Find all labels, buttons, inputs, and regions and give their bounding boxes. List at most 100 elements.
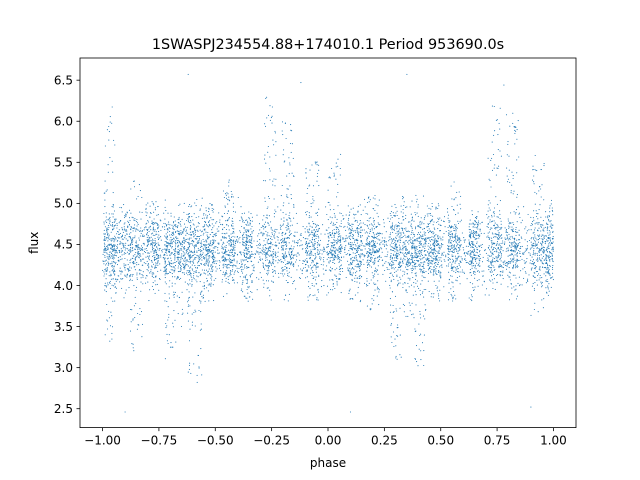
- data-point: [132, 318, 134, 320]
- data-point: [346, 237, 348, 239]
- data-point: [229, 261, 231, 263]
- data-point: [383, 226, 385, 228]
- data-point: [284, 265, 286, 268]
- data-point: [390, 225, 392, 227]
- data-point: [516, 239, 518, 241]
- data-point: [106, 252, 108, 254]
- data-point: [331, 217, 333, 219]
- data-point: [155, 264, 157, 266]
- data-point: [172, 326, 174, 328]
- data-point: [386, 245, 388, 247]
- data-point: [213, 258, 215, 261]
- data-point: [533, 247, 535, 249]
- data-point: [405, 236, 407, 238]
- data-point: [105, 259, 107, 261]
- data-point: [347, 205, 349, 207]
- data-point: [300, 233, 302, 235]
- data-point: [224, 258, 226, 261]
- data-point: [263, 248, 265, 250]
- data-point: [502, 242, 504, 244]
- data-point: [435, 270, 437, 272]
- data-point: [170, 245, 172, 247]
- data-point: [270, 250, 272, 252]
- data-point: [158, 234, 160, 236]
- data-point: [352, 223, 354, 225]
- data-point: [228, 229, 230, 231]
- data-point: [211, 204, 213, 206]
- data-point: [103, 249, 105, 251]
- data-point: [129, 262, 131, 264]
- data-point: [125, 233, 128, 235]
- data-point: [116, 224, 118, 226]
- data-point: [496, 242, 498, 244]
- data-point: [108, 139, 110, 141]
- data-point: [210, 264, 212, 266]
- data-point: [210, 277, 212, 279]
- data-point: [176, 295, 178, 297]
- data-point: [205, 210, 207, 212]
- data-point: [272, 257, 274, 259]
- data-point: [289, 261, 291, 263]
- data-point: [306, 252, 309, 254]
- data-point: [307, 286, 310, 288]
- data-point: [140, 218, 142, 220]
- data-point: [240, 216, 242, 218]
- data-point: [265, 217, 267, 219]
- data-point: [187, 283, 189, 285]
- data-point: [198, 235, 200, 238]
- data-point: [347, 267, 349, 269]
- data-point: [201, 296, 203, 298]
- data-point: [185, 261, 187, 263]
- data-point: [363, 254, 365, 256]
- data-point: [169, 241, 171, 243]
- data-point: [334, 223, 336, 226]
- data-point: [451, 244, 453, 246]
- data-point: [189, 362, 191, 364]
- data-point: [146, 260, 148, 262]
- data-point: [106, 221, 108, 223]
- data-point: [136, 245, 138, 247]
- data-point: [177, 253, 179, 255]
- data-point: [279, 260, 281, 262]
- data-point: [146, 239, 148, 241]
- data-point: [189, 229, 191, 231]
- data-point: [505, 238, 507, 240]
- data-point: [515, 231, 517, 233]
- data-point: [442, 236, 444, 238]
- data-point: [126, 273, 128, 275]
- data-point: [256, 252, 258, 254]
- data-point: [486, 260, 488, 262]
- data-point: [108, 256, 110, 258]
- data-point: [124, 267, 126, 269]
- data-point: [125, 215, 127, 218]
- data-point: [356, 250, 359, 252]
- data-point: [298, 238, 300, 240]
- data-point: [105, 249, 107, 251]
- data-point: [213, 242, 215, 244]
- data-point: [181, 249, 183, 251]
- data-point: [157, 264, 159, 266]
- data-point: [358, 270, 361, 272]
- data-point: [355, 251, 358, 253]
- data-point: [107, 219, 110, 221]
- data-point: [148, 238, 150, 240]
- data-point: [484, 249, 486, 251]
- data-point: [335, 166, 337, 168]
- data-point: [268, 262, 271, 264]
- data-point: [214, 247, 216, 249]
- data-point: [167, 223, 169, 225]
- data-point: [203, 257, 205, 259]
- data-point: [291, 261, 293, 263]
- data-point: [400, 227, 402, 229]
- data-point: [467, 245, 469, 247]
- data-point: [151, 272, 153, 274]
- data-point: [245, 297, 247, 299]
- data-point: [356, 264, 358, 266]
- data-point: [134, 269, 136, 271]
- data-point: [360, 253, 362, 255]
- data-point: [108, 317, 110, 319]
- data-point: [167, 251, 170, 253]
- data-point: [242, 221, 244, 223]
- data-point: [316, 233, 318, 236]
- data-point: [129, 276, 131, 278]
